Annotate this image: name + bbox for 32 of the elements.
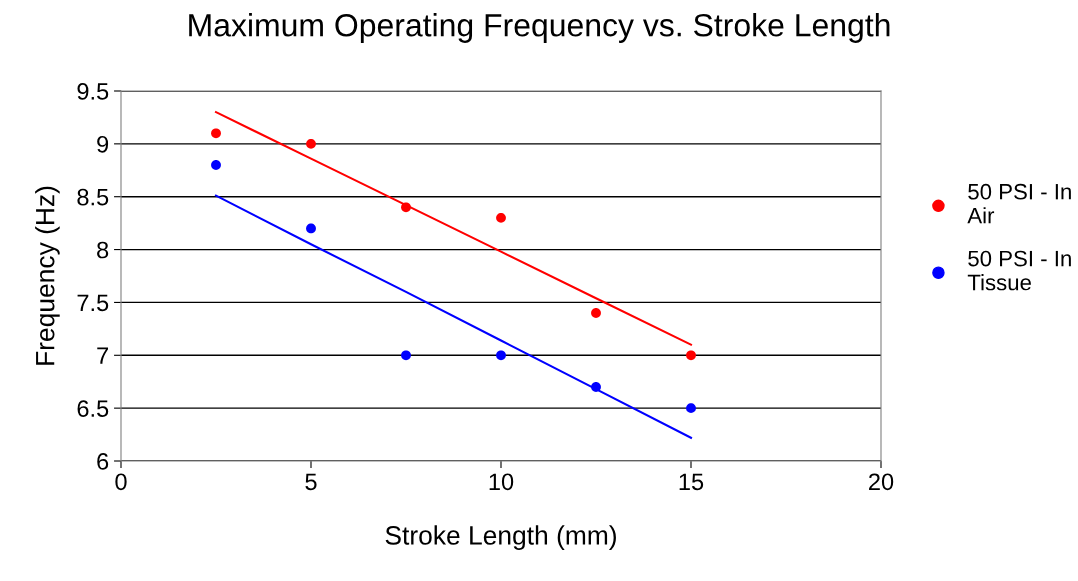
point [686, 350, 696, 361]
chart-title: Maximum Operating Frequency vs. Stroke Length [189, 13, 890, 43]
point [591, 382, 601, 392]
x-tick-label: 5 [305, 473, 317, 491]
y-tick-label: 6.5 [77, 400, 109, 417]
y-axis-title: Frequency (Hz) [35, 186, 60, 365]
y-tick-label: 9.5 [77, 83, 109, 100]
x-tick-label: 10 [489, 473, 514, 491]
point [306, 223, 316, 234]
x-tick-label: 15 [679, 473, 704, 491]
y-tick-label: 8.5 [77, 188, 109, 206]
point [496, 350, 506, 361]
x-axis-title: Stroke Length (mm) [385, 525, 616, 550]
x-tick-label: 0 [115, 473, 127, 491]
line-series [214, 111, 693, 346]
point [591, 308, 601, 318]
point [211, 160, 221, 170]
y-tick-label: 8 [97, 241, 109, 259]
point [401, 350, 411, 361]
legend-label: 50 PSI - In Air [967, 183, 1071, 224]
legend-label: 50 PSI - In Tissue [967, 250, 1071, 291]
y-tick-label: 7.5 [77, 294, 109, 312]
point [686, 403, 696, 414]
point [211, 128, 221, 139]
point [496, 212, 506, 223]
point [306, 138, 316, 149]
x-tick-label: 20 [869, 473, 894, 491]
line-series [214, 194, 693, 439]
point [401, 202, 411, 213]
y-tick-label: 6 [97, 453, 109, 470]
y-tick-label: 9 [97, 135, 109, 153]
y-tick-label: 7 [97, 347, 109, 364]
